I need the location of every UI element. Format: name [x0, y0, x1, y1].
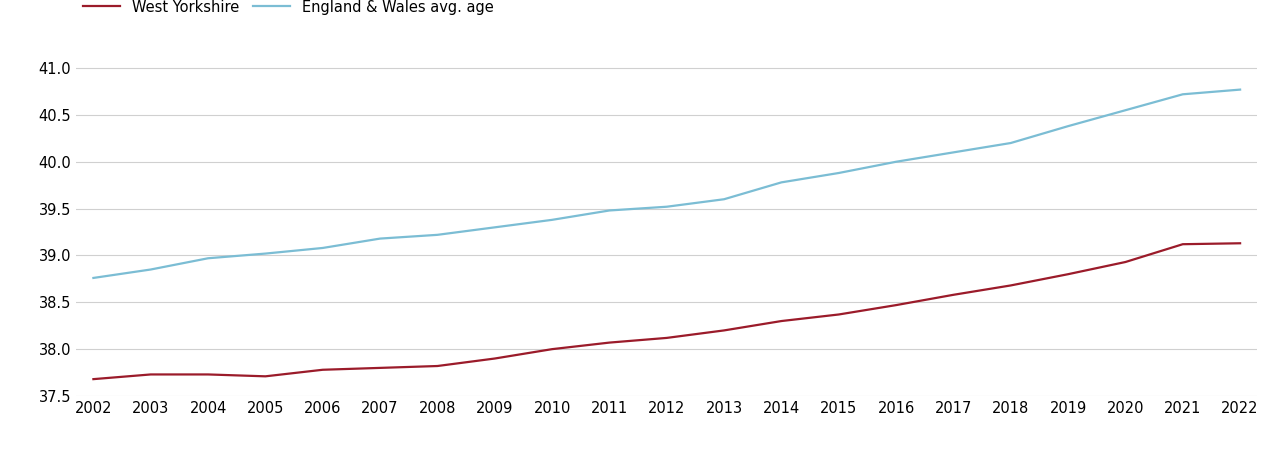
- England & Wales avg. age: [315, 245, 330, 251]
- West Yorkshire: [429, 363, 444, 369]
- West Yorkshire: [946, 292, 961, 297]
- West Yorkshire: [1060, 271, 1076, 277]
- England & Wales avg. age: [201, 256, 216, 261]
- England & Wales avg. age: [429, 232, 444, 238]
- England & Wales avg. age: [1060, 123, 1076, 129]
- England & Wales avg. age: [602, 208, 617, 213]
- West Yorkshire: [889, 302, 904, 308]
- West Yorkshire: [659, 335, 674, 341]
- England & Wales avg. age: [946, 150, 961, 155]
- West Yorkshire: [258, 374, 273, 379]
- England & Wales avg. age: [1003, 140, 1019, 146]
- England & Wales avg. age: [1175, 92, 1190, 97]
- England & Wales avg. age: [1118, 108, 1133, 113]
- England & Wales avg. age: [258, 251, 273, 256]
- England & Wales avg. age: [86, 275, 102, 281]
- West Yorkshire: [488, 356, 503, 361]
- England & Wales avg. age: [716, 197, 732, 202]
- England & Wales avg. age: [889, 159, 904, 164]
- West Yorkshire: [201, 372, 216, 377]
- West Yorkshire: [1232, 241, 1247, 246]
- Legend: West Yorkshire, England & Wales avg. age: West Yorkshire, England & Wales avg. age: [84, 0, 493, 15]
- West Yorkshire: [773, 318, 789, 324]
- West Yorkshire: [1003, 283, 1019, 288]
- West Yorkshire: [545, 346, 560, 352]
- Line: England & Wales avg. age: England & Wales avg. age: [94, 90, 1240, 278]
- West Yorkshire: [144, 372, 159, 377]
- West Yorkshire: [372, 365, 387, 371]
- England & Wales avg. age: [773, 180, 789, 185]
- England & Wales avg. age: [488, 225, 503, 230]
- England & Wales avg. age: [659, 204, 674, 209]
- West Yorkshire: [831, 312, 846, 317]
- West Yorkshire: [1175, 242, 1190, 247]
- England & Wales avg. age: [1232, 87, 1247, 92]
- England & Wales avg. age: [372, 236, 387, 241]
- England & Wales avg. age: [831, 170, 846, 176]
- England & Wales avg. age: [545, 217, 560, 223]
- West Yorkshire: [86, 377, 102, 382]
- Line: West Yorkshire: West Yorkshire: [94, 243, 1240, 379]
- England & Wales avg. age: [144, 267, 159, 272]
- West Yorkshire: [1118, 259, 1133, 265]
- West Yorkshire: [716, 328, 732, 333]
- West Yorkshire: [315, 367, 330, 373]
- West Yorkshire: [602, 340, 617, 345]
